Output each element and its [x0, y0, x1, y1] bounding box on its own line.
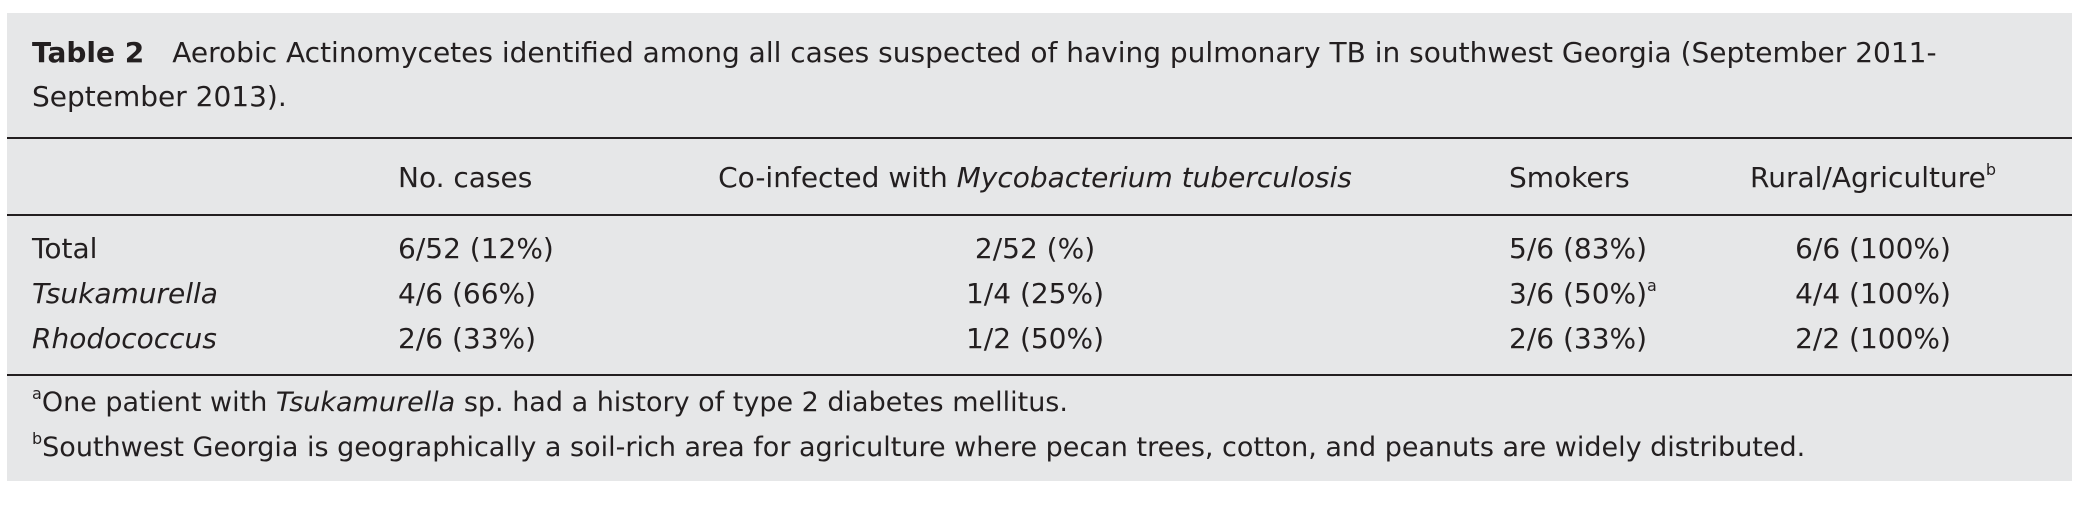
row-label: Total	[32, 232, 98, 265]
footnote-mark: a	[1647, 276, 1657, 295]
cell: 6/52 (12%)	[398, 232, 554, 266]
footnote-mark: b	[1985, 160, 1996, 179]
rule	[7, 137, 2072, 139]
footnote-text: Southwest Georgia is geographically a so…	[42, 432, 1806, 463]
cell-text: 1/2 (50%)	[965, 322, 1105, 355]
cell-text: 4/6 (66%)	[398, 277, 537, 310]
cell-text: 2/52 (%)	[974, 232, 1096, 265]
footnote-text: sp. had a history of type 2 diabetes mel…	[455, 387, 1068, 418]
cell: 2/6 (33%)	[398, 322, 536, 356]
footnote-mark: b	[32, 429, 43, 448]
cell-text: 2/6 (33%)	[398, 322, 537, 355]
cell: 1/4 (25%)	[966, 277, 1104, 311]
table-label: Table 2	[32, 36, 145, 69]
column-header-text: No. cases	[398, 161, 533, 194]
row-label: Rhodococcus	[32, 322, 217, 355]
column-header-italic: Mycobacterium tuberculosis	[956, 161, 1352, 194]
footnote-mark: a	[32, 384, 42, 403]
column-header: Smokers	[1509, 161, 1630, 195]
column-header-text: Co-infected with	[718, 161, 957, 194]
cell: 2/2 (100%)	[1795, 322, 1951, 356]
caption-line: Table 2 Aerobic Actinomycetes identified…	[32, 31, 2012, 119]
cell-text: 1/4 (25%)	[965, 277, 1105, 310]
table-panel: Table 2 Aerobic Actinomycetes identified…	[7, 13, 2072, 481]
column-header-text: Smokers	[1509, 161, 1630, 194]
column-header-text: Rural/Agriculture	[1750, 161, 1986, 194]
footnote-text: One patient with	[41, 387, 276, 418]
cell: 4/4 (100%)	[1795, 277, 1951, 311]
cell: 6/6 (100%)	[1795, 232, 1951, 266]
rule	[7, 214, 2072, 216]
caption: Aerobic Actinomycetes identified among a…	[32, 36, 1937, 113]
cell: 2/6 (33%)	[1509, 322, 1647, 356]
cell: 3/6 (50%)a	[1509, 277, 1657, 311]
rule	[7, 374, 2072, 376]
cell-text: 2/6 (33%)	[1509, 322, 1648, 355]
cell: 5/6 (83%)	[1509, 232, 1647, 266]
cell: 2/52 (%)	[975, 232, 1095, 266]
cell-text: 3/6 (50%)	[1509, 277, 1648, 310]
footnote: bSouthwest Georgia is geographically a s…	[32, 431, 1805, 465]
column-header: Rural/Agricultureb	[1750, 161, 1996, 195]
cell-text: 6/52 (12%)	[398, 232, 554, 265]
footnote-italic: Tsukamurella	[275, 387, 456, 418]
cell: 4/6 (66%)	[398, 277, 536, 311]
cell-text: 5/6 (83%)	[1509, 232, 1648, 265]
row-label: Tsukamurella	[32, 277, 218, 310]
footnote: aOne patient with Tsukamurella sp. had a…	[32, 386, 1068, 420]
cell: 1/2 (50%)	[966, 322, 1104, 356]
cell-text: 2/2 (100%)	[1795, 322, 1951, 355]
column-header: No. cases	[398, 161, 532, 195]
column-header: Co-infected with Mycobacterium tuberculo…	[718, 161, 1352, 195]
cell-text: 6/6 (100%)	[1795, 232, 1951, 265]
cell-text: 4/4 (100%)	[1795, 277, 1951, 310]
